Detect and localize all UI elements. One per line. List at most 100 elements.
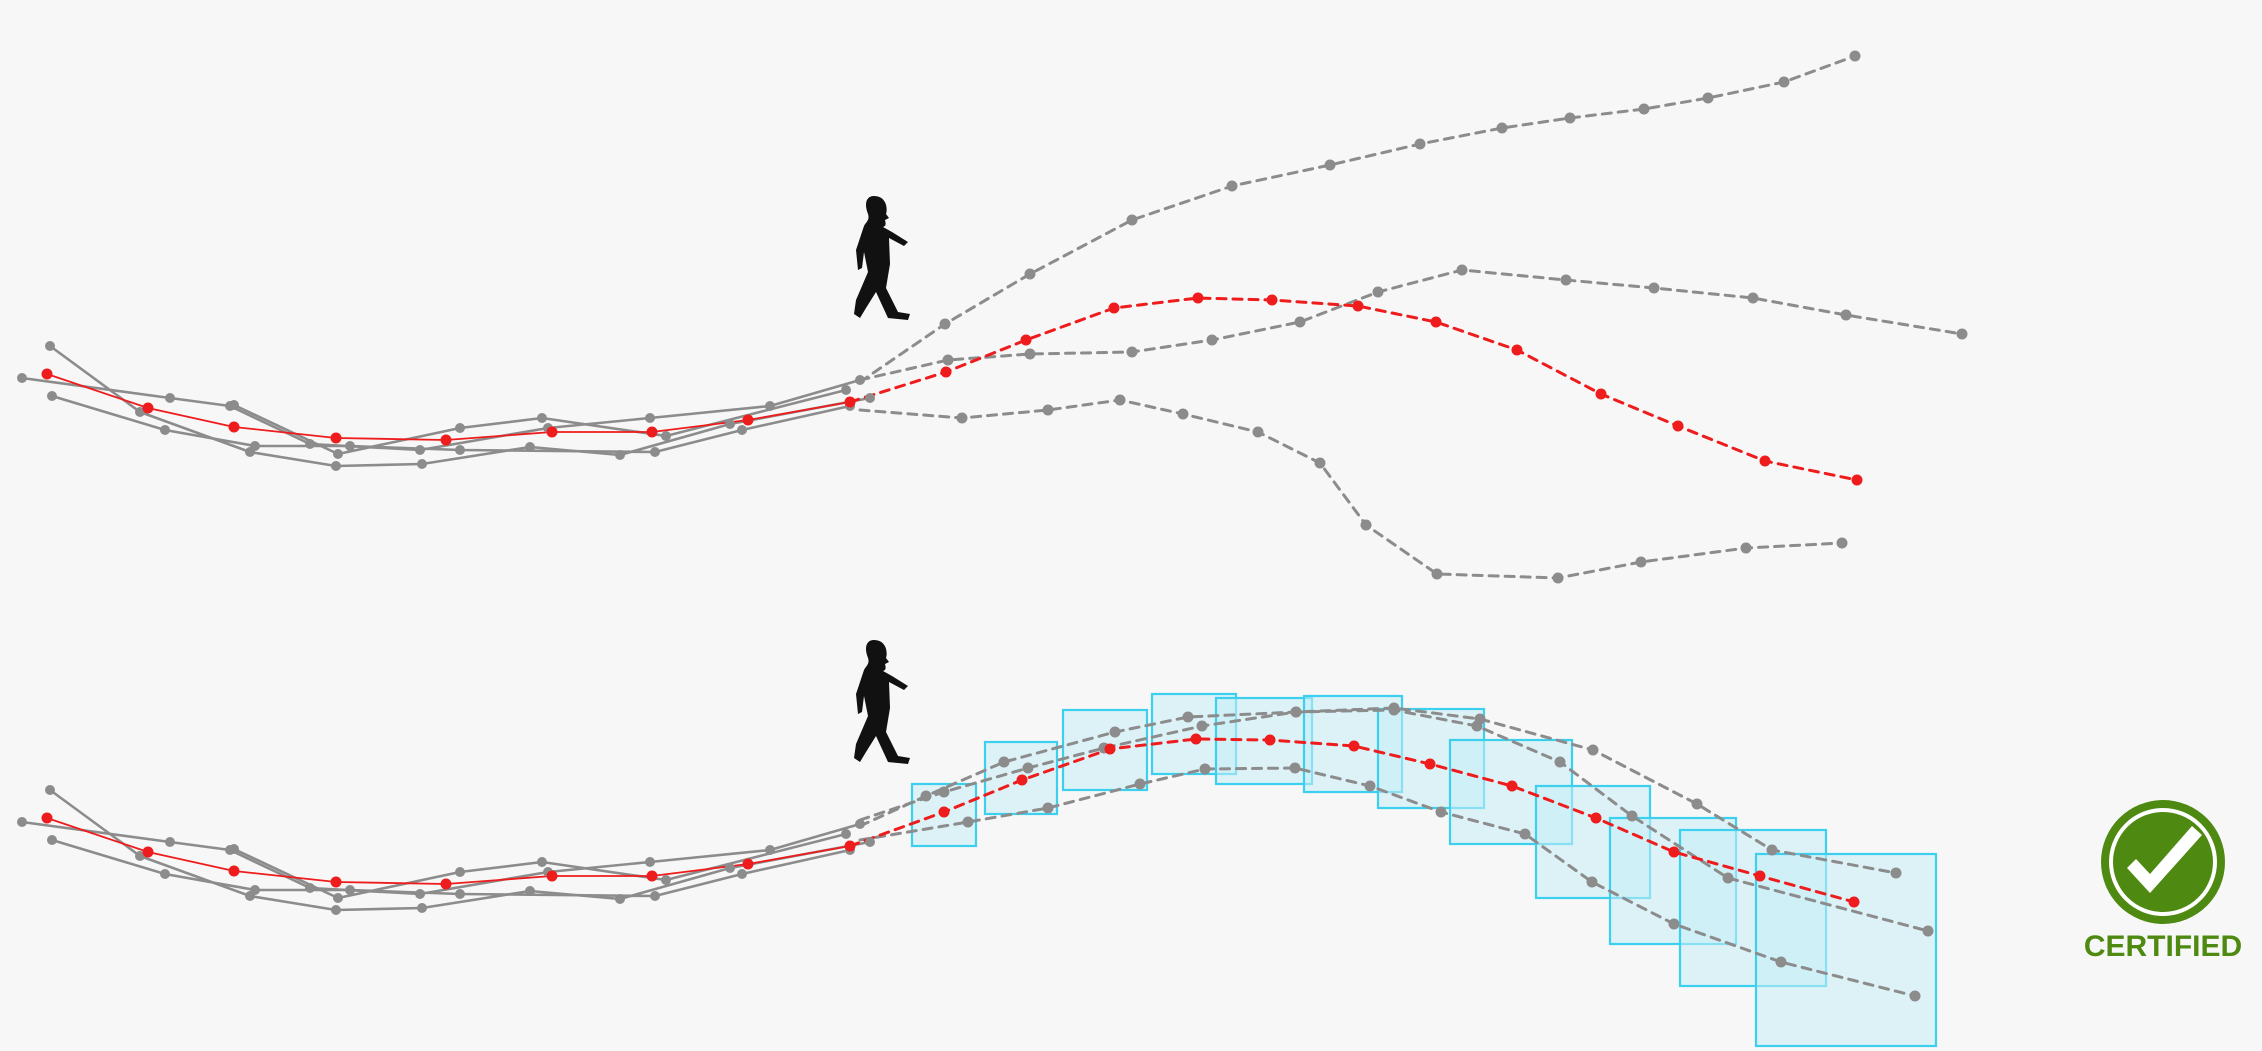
observed-neighbor-point <box>345 885 355 895</box>
observed-neighbor-point <box>331 461 341 471</box>
predicted-neighbor-point <box>1196 720 1208 732</box>
predicted-neighbor-point <box>1314 457 1326 469</box>
observed-neighbor-point <box>661 431 671 441</box>
observed-neighbor-path <box>50 838 852 898</box>
predicted-neighbor-point <box>1456 264 1468 276</box>
predicted-neighbor-point <box>956 412 968 424</box>
predicted-ego-point <box>1020 334 1032 346</box>
predicted-neighbor-point <box>1638 103 1650 115</box>
observed-ego-point <box>228 865 240 877</box>
observed-neighbor-point <box>331 905 341 915</box>
observed-neighbor-point <box>537 413 547 423</box>
observed-neighbor-point <box>455 423 465 433</box>
observed-neighbor-point <box>415 445 425 455</box>
predicted-neighbor-point <box>942 354 954 366</box>
certified-label: CERTIFIED <box>2084 930 2242 963</box>
observed-neighbor-point <box>650 891 660 901</box>
predicted-neighbor-point <box>1747 292 1759 304</box>
observed-ego-point <box>440 434 452 446</box>
observed-neighbor-point <box>305 883 315 893</box>
observed-neighbor-point <box>165 393 175 403</box>
observed-neighbor-point <box>615 450 625 460</box>
observed-neighbor-point <box>855 819 865 829</box>
predicted-ego-point <box>1668 846 1680 858</box>
predicted-neighbor-point <box>1668 918 1680 930</box>
predicted-ego-point <box>1266 294 1278 306</box>
observed-neighbor-point <box>765 401 775 411</box>
pedestrian-icon <box>854 196 910 320</box>
predicted-ego-point <box>1851 474 1863 486</box>
observed-neighbor-point <box>661 875 671 885</box>
predicted-neighbor-point <box>1766 844 1778 856</box>
observed-neighbor-point <box>47 835 57 845</box>
predicted-neighbor-point <box>1519 828 1531 840</box>
observed-neighbor-point <box>135 851 145 861</box>
pedestrian-icon <box>854 640 910 764</box>
predicted-neighbor-point <box>1109 726 1121 738</box>
predicted-neighbor-point <box>1364 780 1376 792</box>
observed-neighbor-point <box>415 889 425 899</box>
observed-ego-point <box>142 846 154 858</box>
predicted-neighbor-point <box>938 786 950 798</box>
predicted-neighbor-point <box>1126 346 1138 358</box>
observed-neighbor-point <box>345 441 355 451</box>
observed-ego-point <box>142 402 154 414</box>
observed-ego-point <box>742 858 754 870</box>
predicted-neighbor-point <box>1431 568 1443 580</box>
observed-neighbor-point <box>165 837 175 847</box>
predicted-neighbor-point <box>1552 572 1564 584</box>
predicted-neighbor-point <box>1849 50 1861 62</box>
predicted-ego-point <box>1348 740 1360 752</box>
observed-neighbor-point <box>841 385 851 395</box>
predicted-ego-point <box>1848 896 1860 908</box>
observed-neighbor-point <box>765 845 775 855</box>
predicted-neighbor-point <box>1289 762 1301 774</box>
observed-ego-point <box>844 840 856 852</box>
predicted-ego-point <box>1190 733 1202 745</box>
predicted-neighbor-point <box>1635 556 1647 568</box>
observed-ego-point <box>646 426 658 438</box>
observed-ego-point <box>41 368 53 380</box>
observed-ego-point <box>546 870 558 882</box>
trajectory-points <box>17 50 1968 1002</box>
observed-neighbor-point <box>417 903 427 913</box>
predicted-neighbor-point <box>920 790 932 802</box>
observed-neighbor-point <box>737 425 747 435</box>
predicted-neighbor-point <box>1024 348 1036 360</box>
observed-neighbor-point <box>160 869 170 879</box>
predicted-ego-point <box>1506 780 1518 792</box>
predicted-neighbor-point <box>1126 214 1138 226</box>
predicted-neighbor-point <box>1294 316 1306 328</box>
observed-neighbor-path <box>232 388 848 456</box>
observed-neighbor-point <box>229 844 239 854</box>
predicted-ego-point <box>940 366 952 378</box>
observed-ego-point <box>330 432 342 444</box>
predicted-neighbor-point <box>1324 159 1336 171</box>
predicted-neighbor-point <box>1691 798 1703 810</box>
predicted-neighbor-point <box>1560 274 1572 286</box>
observed-neighbor-point <box>229 400 239 410</box>
predicted-neighbor-path <box>858 708 1930 933</box>
certified-box <box>1754 852 1938 1048</box>
observed-neighbor-point <box>47 391 57 401</box>
predicted-neighbor-point <box>1922 925 1934 937</box>
observed-neighbor-point <box>865 393 875 403</box>
predicted-neighbor-point <box>1252 426 1264 438</box>
predicted-neighbor-point <box>1177 408 1189 420</box>
predicted-neighbor-point <box>1199 763 1211 775</box>
predicted-neighbor-point <box>1564 112 1576 124</box>
predicted-neighbor-point <box>1435 806 1447 818</box>
observed-neighbor-point <box>737 869 747 879</box>
observed-neighbor-point <box>645 413 655 423</box>
observed-neighbor-point <box>841 829 851 839</box>
predicted-neighbor-point <box>1890 867 1902 879</box>
observed-ego-point <box>41 812 53 824</box>
predicted-neighbor-point <box>1182 711 1194 723</box>
observed-neighbor-point <box>417 459 427 469</box>
predicted-neighbor-point <box>1496 122 1508 134</box>
predicted-ego-point <box>1754 870 1766 882</box>
predicted-ego-point <box>938 806 950 818</box>
certified-badge: CERTIFIED <box>2084 800 2242 963</box>
observed-neighbor-point <box>650 447 660 457</box>
